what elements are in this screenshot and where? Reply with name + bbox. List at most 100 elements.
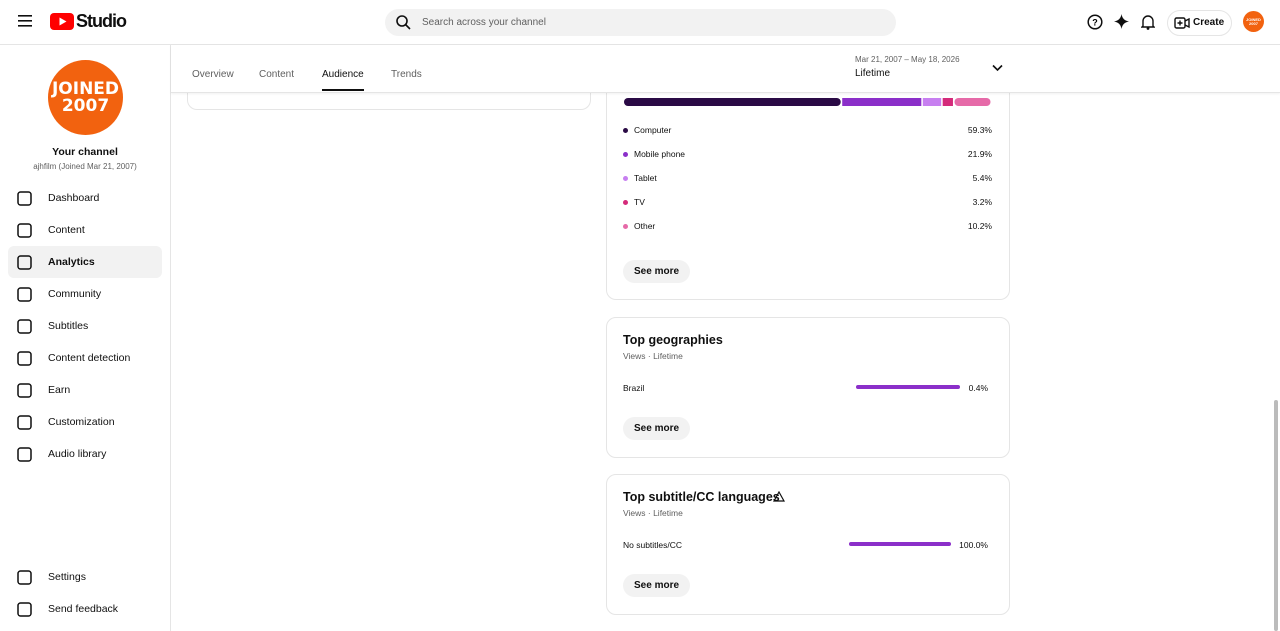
bell-icon[interactable]	[1141, 14, 1155, 30]
see-more-button[interactable]: See more	[623, 260, 691, 283]
card-title: Top geographies	[623, 333, 723, 347]
bar-segment	[842, 98, 922, 106]
account-avatar[interactable]: JOINED 2007	[1243, 11, 1264, 32]
icon-shape	[17, 602, 32, 617]
help-icon[interactable]: ?	[1087, 14, 1103, 30]
nav-item[interactable]: Content detection	[48, 352, 131, 364]
nav-icon	[17, 319, 32, 334]
create-icon	[1174, 17, 1190, 29]
sidebar: JOINED 2007 Your channel ajhfilm (Joined …	[0, 45, 171, 631]
legend-dot	[623, 151, 628, 157]
tab[interactable]: Audience	[322, 69, 364, 91]
nav-item[interactable]: Subtitles	[48, 320, 89, 332]
nav-item[interactable]: Community	[48, 288, 102, 300]
device-value: 10.2%	[967, 221, 992, 231]
device-name: Other	[634, 221, 656, 231]
svg-text:?: ?	[1092, 18, 1098, 28]
icon-shape	[17, 570, 32, 585]
tab[interactable]: Overview	[192, 69, 234, 80]
bar-segment	[942, 98, 953, 106]
nav-item[interactable]: Dashboard	[48, 192, 100, 204]
avatar-text: JOINED	[1246, 16, 1261, 22]
date-range-label: Lifetime	[855, 68, 891, 79]
sparkle-icon[interactable]	[1114, 14, 1129, 29]
icon-shape	[17, 319, 32, 334]
nav-item[interactable]: Analytics	[48, 256, 95, 268]
nav-icon	[17, 383, 32, 398]
search-box[interactable]: Search across your channel	[385, 9, 896, 36]
card-title: Top subtitle/CC languages	[623, 490, 780, 504]
device-value: 21.9%	[967, 149, 992, 159]
icon-shape	[17, 383, 32, 398]
tab[interactable]: Content	[259, 69, 295, 80]
see-more-button[interactable]: See more	[623, 417, 691, 440]
device-name: Tablet	[634, 173, 657, 183]
icon-shape	[773, 491, 785, 502]
row-label: No subtitles/CC	[623, 540, 683, 550]
avatar-text: JOINED	[51, 78, 120, 99]
warning-icon	[773, 491, 785, 502]
create-label: Create	[1193, 17, 1225, 28]
date-range: Mar 21, 2007 – May 18, 2026	[855, 55, 960, 64]
channel-title: Your channel	[52, 146, 118, 158]
menu-icon[interactable]	[18, 15, 32, 27]
device-value: 3.2%	[972, 197, 992, 207]
icon-shape	[17, 255, 32, 270]
device-name: Mobile phone	[634, 149, 686, 159]
see-more-button[interactable]: See more	[623, 574, 691, 597]
device-name: TV	[634, 197, 645, 207]
card-subtitle: Views · Lifetime	[623, 351, 683, 361]
geographies-card: Top geographies Views · Lifetime Brazil 0.4…	[606, 317, 1010, 458]
nav-icon	[17, 415, 32, 430]
tab[interactable]: Trends	[391, 69, 422, 80]
icon-shape	[17, 447, 32, 462]
channel-avatar[interactable]: JOINED 2007	[48, 60, 123, 135]
nav-item[interactable]: Content	[48, 224, 85, 236]
nav-icon	[17, 602, 32, 617]
icon-shape	[17, 287, 32, 302]
legend-dot	[623, 223, 628, 229]
subtitle-languages-card: Top subtitle/CC languages Views · Lifetim…	[606, 474, 1010, 615]
device-type-card: See more Computer 59.3% Mobile phone 21.9% T…	[606, 60, 1010, 300]
nav-icon	[17, 351, 32, 366]
nav-item[interactable]: Settings	[48, 571, 86, 583]
avatar-text: 2007	[61, 95, 110, 116]
icon-shape	[17, 191, 32, 206]
row-value: 100.0%	[959, 540, 988, 550]
nav-icon	[17, 191, 32, 206]
nav-icon	[17, 287, 32, 302]
icon-shape	[17, 351, 32, 366]
row-value: 0.4%	[968, 383, 988, 393]
legend-dot	[623, 175, 628, 181]
row-bar	[856, 385, 960, 389]
create-button[interactable]: Create	[1167, 10, 1232, 36]
icon-shape	[17, 415, 32, 430]
nav-icon	[17, 570, 32, 585]
device-value: 5.4%	[972, 173, 992, 183]
device-name: Computer	[634, 125, 672, 135]
nav-icon	[17, 255, 32, 270]
nav-item[interactable]: Send feedback	[48, 603, 119, 615]
nav-icon	[17, 223, 32, 238]
avatar-text: 2007	[1249, 20, 1258, 26]
logo-icon[interactable]	[50, 13, 74, 30]
channel-subtitle: ajhfilm (Joined Mar 21, 2007)	[33, 162, 137, 171]
bar-segment	[954, 98, 991, 106]
card-subtitle: Views · Lifetime	[623, 508, 683, 518]
nav-item[interactable]: Audio library	[48, 448, 107, 460]
search-icon	[396, 15, 411, 30]
nav-icon	[17, 447, 32, 462]
icon-shape	[17, 223, 32, 238]
dropdown-icon[interactable]	[992, 64, 1003, 72]
active-highlight	[8, 246, 162, 278]
row-bar	[849, 542, 951, 546]
tab-bar: Mar 21, 2007 – May 18, 2026 Lifetime Ove…	[171, 45, 1280, 93]
search-placeholder: Search across your channel	[422, 17, 546, 28]
logo-text[interactable]: Studio	[76, 11, 127, 31]
legend-dot	[623, 199, 628, 205]
nav-item[interactable]: Customization	[48, 416, 115, 428]
row-label: Brazil	[623, 383, 645, 393]
scrollbar[interactable]	[1274, 400, 1278, 631]
nav-item[interactable]: Earn	[48, 384, 71, 396]
